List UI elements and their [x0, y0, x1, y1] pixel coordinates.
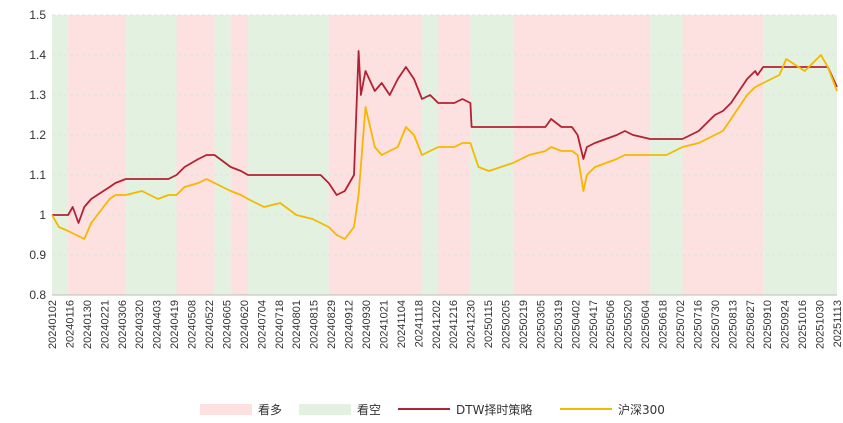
- x-tick-label: 20240718: [274, 300, 286, 349]
- x-tick-label: 20240815: [309, 300, 321, 349]
- x-tick-label: 20250417: [588, 300, 600, 349]
- x-tick-label: 20241104: [396, 300, 408, 348]
- x-tick-label: 20251030: [815, 300, 827, 349]
- regime-band-bull: [438, 15, 471, 295]
- x-tick-label: 20240221: [99, 300, 111, 349]
- x-tick-label: 20250604: [640, 300, 652, 349]
- y-axis-ticks: 0.8 0.9 1 1.1 1.2 1.3 1.4 1.5: [29, 8, 46, 302]
- x-tick-label: 20240704: [256, 300, 268, 349]
- x-tick-label: 20250319: [553, 300, 565, 349]
- x-tick-label: 20250827: [745, 300, 757, 349]
- x-tick-label: 20240306: [117, 300, 129, 349]
- x-tick-label: 20250924: [780, 300, 792, 349]
- x-tick-label: 20240912: [344, 300, 356, 349]
- x-tick-label: 20250115: [483, 300, 495, 348]
- x-tick-label: 20251113: [832, 300, 843, 347]
- x-tick-label: 20250219: [518, 300, 530, 349]
- x-tick-label: 20240116: [64, 300, 76, 348]
- x-tick-label: 20240522: [204, 300, 216, 349]
- regime-bands: [52, 15, 837, 295]
- legend-swatch-bear: [299, 404, 351, 415]
- regime-band-bull: [230, 15, 248, 295]
- x-axis-ticks: 20240102 20240116 20240130 20240221 20240306…: [47, 300, 843, 349]
- x-tick-label: 20241230: [466, 300, 478, 349]
- regime-band-bull: [68, 15, 126, 295]
- series-line-dtw: [52, 50, 838, 224]
- x-tick-label: 20240605: [221, 300, 233, 349]
- regime-band-bear: [214, 15, 231, 295]
- x-tick-label: 20241202: [431, 300, 443, 349]
- x-tick-label: 20241021: [378, 300, 390, 349]
- y-tick-label: 1.2: [29, 128, 46, 142]
- regime-band-bull: [682, 15, 764, 295]
- legend: 看多 看空 DTW择时策略 沪深300: [200, 402, 665, 417]
- x-tick-label: 20250520: [623, 300, 635, 349]
- x-tick-label: 20240102: [47, 300, 59, 349]
- x-tick-label: 20250205: [501, 300, 513, 349]
- x-tick-label: 20250730: [710, 300, 722, 349]
- x-tick-label: 20240508: [187, 300, 199, 349]
- x-tick-label: 20240403: [152, 300, 164, 349]
- legend-label-hs300: 沪深300: [618, 403, 665, 417]
- y-tick-label: 1.4: [29, 48, 46, 62]
- series-lines: [51, 50, 838, 240]
- x-tick-label: 20250402: [570, 300, 582, 349]
- x-tick-label: 20240419: [169, 300, 181, 349]
- y-tick-label: 1.1: [29, 168, 46, 182]
- x-tick-label: 20240801: [291, 300, 303, 349]
- y-tick-label: 1: [39, 208, 46, 222]
- series-line-hs300: [51, 54, 838, 240]
- x-tick-label: 20240130: [82, 300, 94, 349]
- x-tick-label: 20250506: [605, 300, 617, 349]
- x-tick-label: 20250910: [762, 300, 774, 349]
- x-tick-label: 20250305: [535, 300, 547, 349]
- x-tick-label: 20240930: [361, 300, 373, 349]
- y-tick-label: 0.9: [29, 248, 46, 262]
- x-tick-label: 20250716: [692, 300, 704, 349]
- x-tick-label: 20240620: [239, 300, 251, 349]
- regime-band-bear: [125, 15, 177, 295]
- y-tick-label: 1.5: [29, 8, 46, 22]
- regime-band-bear: [52, 15, 69, 295]
- x-tick-label: 20241216: [448, 300, 460, 349]
- regime-band-bear: [422, 15, 439, 295]
- x-tick-label: 20240829: [326, 300, 338, 349]
- legend-label-bull: 看多: [258, 403, 282, 417]
- legend-swatch-bull: [200, 404, 252, 415]
- regime-band-bear: [470, 15, 514, 295]
- regime-band-bull: [328, 15, 423, 295]
- regime-band-bear: [247, 15, 329, 295]
- x-tick-label: 20240320: [134, 300, 146, 349]
- regime-band-bear: [763, 15, 837, 295]
- x-tick-label: 20250813: [727, 300, 739, 349]
- y-tick-label: 0.8: [29, 288, 46, 302]
- legend-label-dtw: DTW择时策略: [456, 402, 532, 417]
- x-tick-label: 20241118: [413, 300, 425, 347]
- x-tick-label: 20250618: [658, 300, 670, 349]
- x-tick-label: 20251016: [797, 300, 809, 349]
- x-tick-label: 20250702: [675, 300, 687, 349]
- grid: [52, 14, 837, 296]
- legend-label-bear: 看空: [357, 403, 381, 417]
- y-tick-label: 1.3: [29, 88, 46, 102]
